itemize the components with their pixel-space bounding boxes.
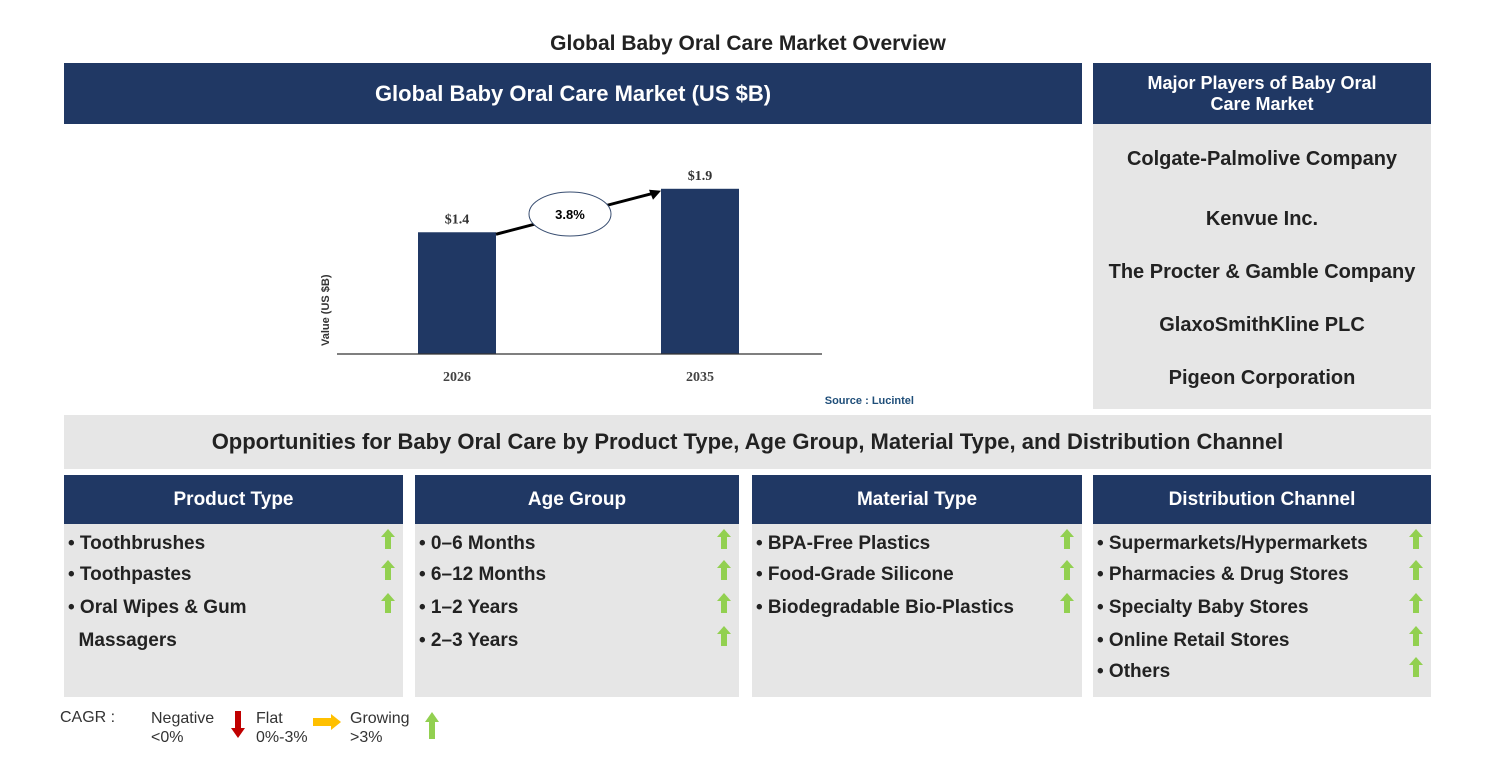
chart-header: Global Baby Oral Care Market (US $B) — [64, 63, 1082, 124]
up-arrow-icon — [1409, 560, 1423, 580]
segment-item: • 2–3 Years — [419, 630, 519, 651]
segment-item: • Online Retail Stores — [1097, 630, 1290, 651]
segment-item: Massagers — [68, 630, 177, 651]
segment-item: • Biodegradable Bio-Plastics — [756, 597, 1014, 618]
cagr-bubble — [528, 191, 612, 237]
segment-item: • BPA-Free Plastics — [756, 533, 931, 554]
players-header: Major Players of Baby Oral Care Market — [1093, 63, 1431, 124]
opportunities-banner: Opportunities for Baby Oral Care by Prod… — [64, 415, 1431, 469]
x-tick-label: 2026 — [443, 370, 471, 385]
player-item: The Procter & Gamble Company — [1108, 261, 1416, 283]
player-item: Colgate-Palmolive Company — [1126, 148, 1398, 170]
segment-column: Material Type • BPA-Free Plastics • Food-G… — [752, 475, 1082, 697]
segment-item: • Others — [1097, 661, 1171, 682]
segment-item: • 1–2 Years — [419, 597, 519, 618]
player-item: GlaxoSmithKline PLC — [1159, 314, 1365, 336]
segment-item: • Toothbrushes — [68, 533, 206, 554]
segment-header: Material Type — [752, 475, 1082, 524]
y-axis-label: Value (US $B) — [320, 274, 332, 346]
segment-header: Age Group — [415, 475, 739, 524]
data-label: $1.4 — [445, 212, 470, 227]
segment-column: Product Type • Toothbrushes • Toothpastes •… — [64, 475, 403, 697]
up-arrow-icon — [717, 560, 731, 580]
up-arrow-icon — [1409, 593, 1423, 613]
up-arrow-icon — [381, 593, 395, 613]
segment-item: • Food-Grade Silicone — [756, 564, 954, 585]
segment-item: • Specialty Baby Stores — [1097, 597, 1309, 618]
legend-flat-range: 0%-3% — [256, 729, 308, 746]
segment-item: • Supermarkets/Hypermarkets — [1097, 533, 1368, 554]
up-arrow-icon — [1409, 657, 1423, 677]
player-item: Pigeon Corporation — [1168, 367, 1356, 389]
up-arrow-icon — [1409, 529, 1423, 549]
legend-flat-label: Flat — [256, 710, 283, 727]
up-arrow-icon — [717, 626, 731, 646]
cagr-arrow-head-icon — [649, 189, 661, 200]
bar — [661, 188, 739, 354]
segment-item: • Toothpastes — [68, 564, 192, 585]
legend-flat: Flat 0%-3% — [256, 709, 308, 747]
legend-growing-range: >3% — [350, 729, 383, 746]
down-arrow-icon — [231, 711, 245, 738]
legend-label: CAGR : — [60, 709, 116, 726]
segment-item: • 6–12 Months — [419, 564, 547, 585]
right-arrow-icon — [313, 714, 341, 730]
bar — [418, 232, 496, 354]
segment-column: Distribution Channel • Supermarkets/Hyper… — [1093, 475, 1431, 697]
legend-growing: Growing >3% — [350, 709, 410, 747]
source-label: Source : Lucintel — [825, 395, 914, 407]
up-arrow-icon — [425, 712, 439, 739]
legend-growing-label: Growing — [350, 710, 410, 727]
data-label: $1.9 — [688, 169, 713, 184]
players-panel: Major Players of Baby Oral Care Market C… — [1093, 63, 1431, 409]
up-arrow-icon — [717, 529, 731, 549]
segment-column: Age Group • 0–6 Months • 6–12 Months • 1–2 … — [415, 475, 739, 697]
up-arrow-icon — [717, 593, 731, 613]
up-arrow-icon — [1409, 626, 1423, 646]
legend-negative-range: <0% — [151, 729, 184, 746]
segment-item: • Oral Wipes & Gum — [68, 597, 247, 618]
up-arrow-icon — [1060, 560, 1074, 580]
segment-header: Distribution Channel — [1093, 475, 1431, 524]
legend-negative: Negative <0% — [151, 709, 214, 747]
segment-item: • Pharmacies & Drug Stores — [1097, 564, 1349, 585]
up-arrow-icon — [1060, 529, 1074, 549]
cagr-value: 3.8% — [555, 207, 585, 222]
up-arrow-icon — [381, 529, 395, 549]
segment-item: • 0–6 Months — [419, 533, 536, 554]
segment-header: Product Type — [64, 475, 403, 524]
player-item: Kenvue Inc. — [1205, 208, 1319, 230]
up-arrow-icon — [381, 560, 395, 580]
page-title: Global Baby Oral Care Market Overview — [550, 32, 946, 55]
up-arrow-icon — [1060, 593, 1074, 613]
legend-negative-label: Negative — [151, 710, 215, 727]
x-tick-label: 2035 — [686, 370, 714, 385]
bar-chart: $1.4 2026 $1.9 2035 Value (US $B) 3.8% Source … — [320, 169, 914, 407]
